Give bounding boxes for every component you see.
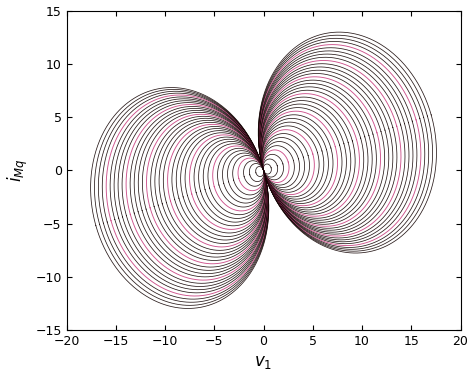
X-axis label: $v_1$: $v_1$ xyxy=(255,354,273,371)
Y-axis label: $i_{Mq}$: $i_{Mq}$ xyxy=(6,158,30,182)
